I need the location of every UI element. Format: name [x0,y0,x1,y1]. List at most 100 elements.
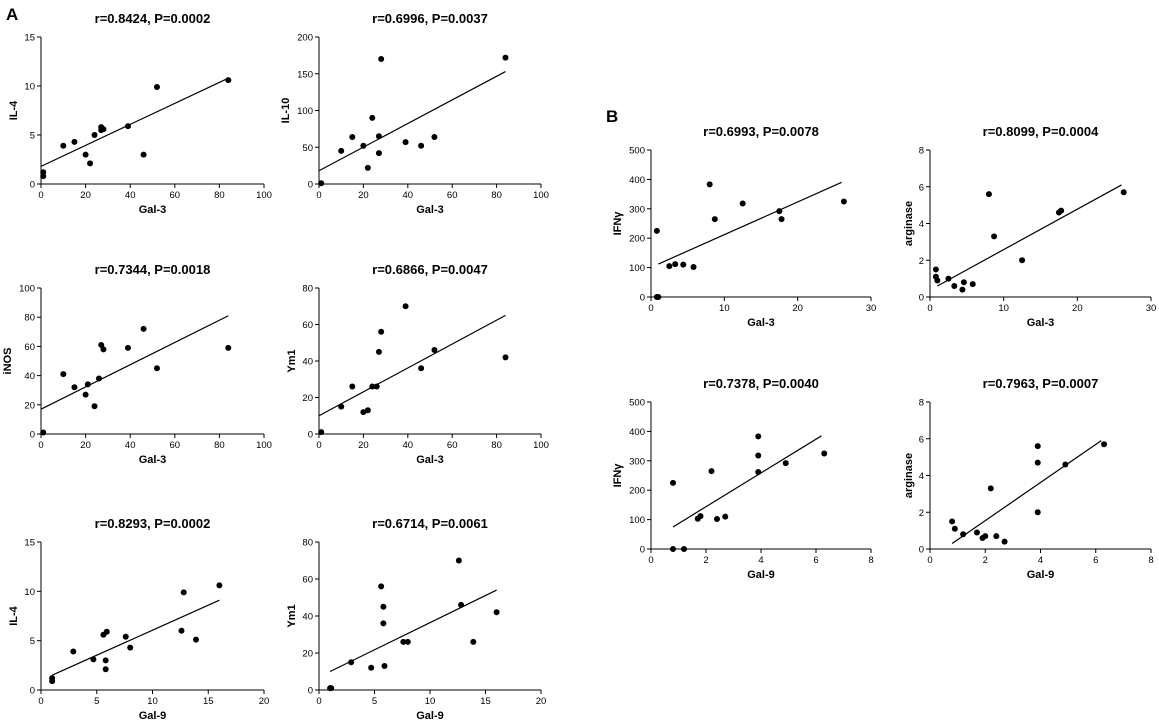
chart-title-b1: r=0.6993, P=0.0078 [703,124,819,139]
y-tick-label: 5 [30,131,35,142]
x-tick-label: 0 [648,303,653,314]
x-tick-label: 0 [316,696,321,707]
data-point [140,325,147,332]
x-tick-label: 20 [792,303,803,314]
chart-title-a3: r=0.7344, P=0.0018 [95,262,211,277]
y-tick-label: 10 [24,587,35,598]
data-point [40,173,47,180]
chart-a1: r=0.8424, P=0.0002 0 20 40 60 80 100 0 5 10 15 Gal-… [8,11,272,216]
y-tick-label: 50 [302,143,313,154]
chart-a2: r=0.6996, P=0.0037 0 20 40 60 80 100 0 50 100 150 2… [280,11,549,216]
x-axis-label-a1: Gal-3 [139,204,167,216]
data-point [91,132,98,138]
chart-b4: r=0.7963, P=0.0007 0 2 4 6 8 0 2 4 6 8 Gal-9 arginas… [903,376,1154,581]
x-tick-label: 20 [80,440,91,451]
regression-line-a4 [318,314,506,417]
data-point [755,433,762,440]
regression-line-a6 [329,589,497,673]
x-tick-label: 2 [703,555,708,566]
data-point [840,198,847,205]
data-point [502,54,509,61]
x-tick-label: 40 [125,190,136,201]
y-tick-label: 200 [297,33,313,44]
y-tick-label: 15 [24,538,35,549]
data-point [338,403,345,410]
data-point [338,147,345,154]
data-point [755,452,762,459]
data-point [681,546,687,552]
x-axis-label-a2: Gal-3 [416,204,444,216]
x-tick-label: 4 [758,555,763,566]
x-tick-label: 60 [170,190,181,201]
data-point [982,533,989,540]
data-point [360,142,367,149]
data-point [960,279,967,286]
x-tick-label: 30 [1146,303,1157,314]
data-point [49,675,56,682]
data-point [103,628,110,635]
data-point [375,133,382,140]
x-tick-label: 60 [447,440,458,451]
regression-line-b1 [658,181,842,265]
data-point [378,328,385,335]
y-tick-label: 0 [30,430,35,441]
data-point [949,518,956,525]
data-point [470,638,477,645]
data-point [969,281,976,288]
chart-title-a6: r=0.6714, P=0.0061 [372,516,488,531]
panel-letter-a: A [6,5,18,24]
chart-title-b4: r=0.7963, P=0.0007 [983,376,1099,391]
chart-a4: r=0.6866, P=0.0047 0 20 40 60 80 100 0 20 40 60 80 G… [286,262,549,466]
y-tick-label: 15 [24,33,35,44]
x-tick-label: 40 [403,440,414,451]
x-tick-label: 15 [203,696,214,707]
data-point [987,485,994,492]
x-tick-label: 0 [927,303,932,314]
chart-title-a5: r=0.8293, P=0.0002 [95,516,211,531]
data-point [991,233,998,240]
x-tick-label: 0 [38,696,43,707]
data-point [951,282,958,289]
x-tick-label: 2 [983,555,988,566]
chart-title-a4: r=0.6866, P=0.0047 [372,262,488,277]
chart-title-b2: r=0.8099, P=0.0004 [983,124,1099,139]
x-axis-label-a3: Gal-3 [139,454,167,466]
data-point [973,529,980,536]
y-tick-label: 200 [629,486,645,497]
data-point [71,384,78,391]
y-tick-label: 200 [629,234,645,245]
data-point [87,160,94,167]
data-point [369,114,376,121]
regression-line-b2 [937,184,1122,287]
x-axis-label-a5: Gal-9 [139,710,167,722]
y-tick-label: 20 [302,393,313,404]
y-axis-label-b1: IFNγ [612,211,624,236]
data-point [993,533,1000,540]
data-point [1034,509,1041,516]
y-tick-label: 8 [919,146,924,157]
data-point [666,263,673,270]
data-point [1034,443,1041,450]
data-point [932,266,939,273]
y-tick-label: 40 [24,371,35,382]
data-point [778,216,785,223]
x-tick-label: 80 [214,190,225,201]
regression-line-a3 [40,315,229,410]
x-tick-label: 10 [719,303,730,314]
data-point [502,354,509,361]
x-tick-label: 8 [868,555,873,566]
data-point [1058,207,1065,214]
y-axis-label-a1: IL-4 [8,100,20,120]
data-point [1062,461,1069,468]
data-point [755,468,762,475]
x-tick-label: 20 [1072,303,1083,314]
data-point [225,344,232,351]
x-axis-label-b3: Gal-9 [747,569,775,581]
data-point [1120,189,1127,196]
y-tick-label: 60 [302,320,313,331]
data-point [71,138,78,145]
data-point [711,216,718,223]
x-axis-label-a4: Gal-3 [416,454,444,466]
data-point [90,656,97,663]
data-point [127,644,134,651]
